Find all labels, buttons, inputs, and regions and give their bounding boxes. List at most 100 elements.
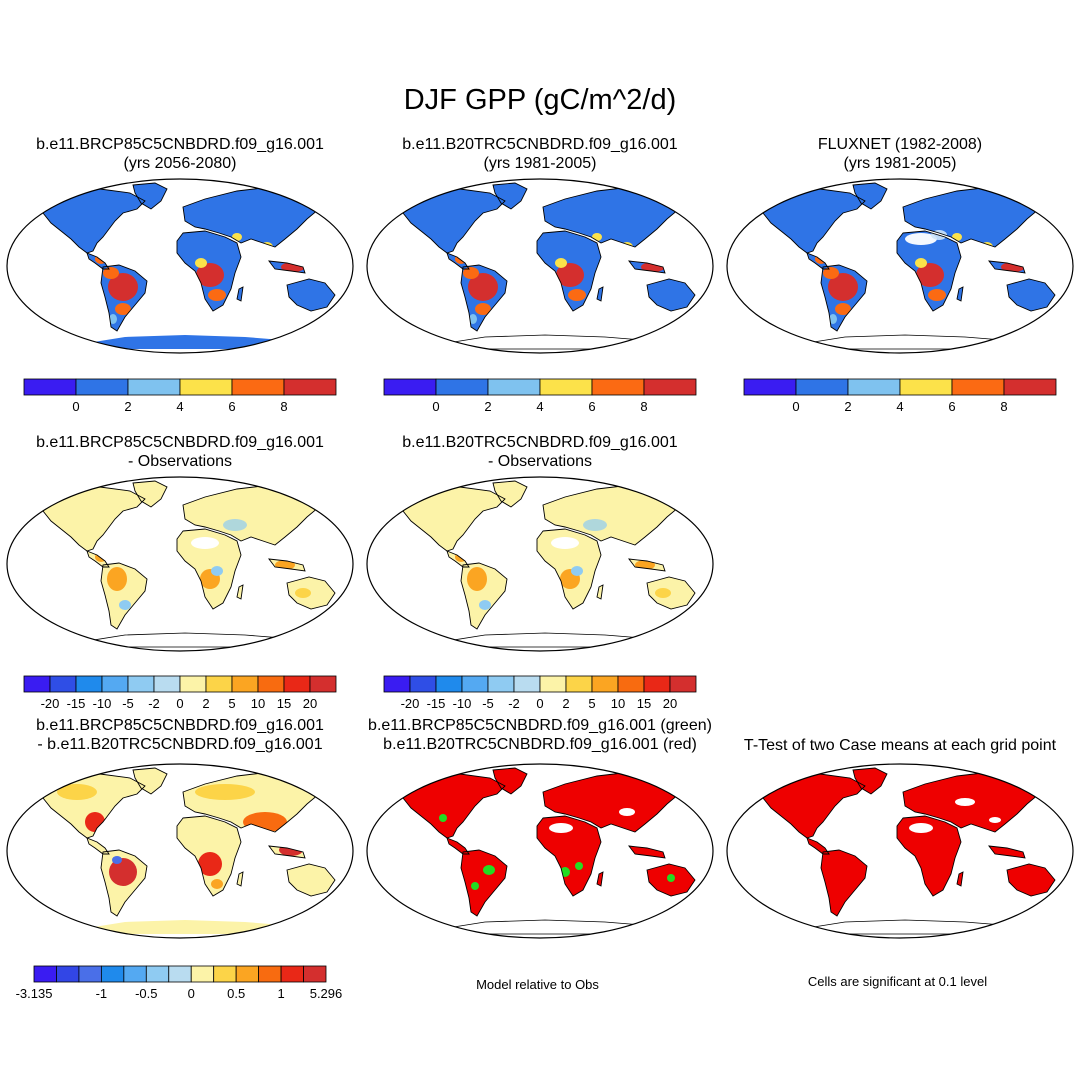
coastline-centralAmerica-p9 (806, 837, 830, 855)
map-projection-p3 (727, 179, 1073, 353)
field-patch-p3-4 (916, 263, 944, 287)
coastline-greenland-p7 (132, 767, 168, 795)
map-panel-4 (6, 476, 354, 652)
field-patch-p3-11 (905, 233, 937, 245)
map-projection-p5 (367, 477, 713, 651)
map-projection-p4 (7, 477, 353, 651)
ocean-p5 (367, 477, 713, 651)
cbar-7-box-5 (145, 965, 170, 983)
cbar-1-box-5 (283, 378, 337, 396)
ocean-p2 (367, 179, 713, 353)
coastline-madagascar-p4 (236, 584, 244, 600)
coastline-northAmerica-p7 (42, 773, 146, 839)
colorbar-panel-4: -20 -15 -10 -5 -2 0 2 5 10 15 20 (23, 675, 337, 711)
cbar-1-box-3 (179, 378, 233, 396)
panel-3-title: FLUXNET (1982-2008) (yrs 1981-2005) (730, 135, 1070, 173)
cbar-5-box-2 (435, 675, 463, 693)
panel-4-title: b.e11.BRCP85C5CNBDRD.f09_g16.001 - Obser… (10, 433, 350, 471)
panel-7-title-line2: - b.e11.B20TRC5CNBDRD.f09_g16.001 (37, 736, 323, 753)
cbar-7-box-1 (56, 965, 80, 983)
panel-1-title: b.e11.BRCP85C5CNBDRD.f09_g16.001 (yrs 20… (10, 135, 350, 173)
cbar-2-box-1 (435, 378, 489, 396)
cbar-3-tick-4: 8 (1000, 399, 1007, 414)
colorbar-panel-1: 0 2 4 6 8 (23, 378, 337, 414)
cbar-7-box-2 (78, 965, 102, 983)
coastline-africa-p3 (896, 230, 962, 312)
map-border-p5 (366, 476, 714, 652)
coastline-centralAmerica-p2 (446, 252, 470, 270)
coastline-northAmerica-p8 (402, 773, 506, 839)
coastline-madagascar-p5 (596, 584, 604, 600)
cbar-7-box-4 (123, 965, 147, 983)
cbar-5-box-3 (461, 675, 489, 693)
coastline-centralAmerica-p5 (446, 550, 470, 568)
cbar-4-box-11 (309, 675, 337, 693)
coastline-northAmerica-p4 (42, 486, 146, 552)
cbar-1-box-0 (23, 378, 77, 396)
ocean-p3 (727, 179, 1073, 353)
cbar-7-box-8 (213, 965, 237, 983)
field-patch-p5-5 (583, 519, 607, 531)
coastline-southAmerica-p7 (100, 849, 148, 917)
cbar-4-tick-4: -2 (148, 696, 160, 711)
panel-8-title: b.e11.BRCP85C5CNBDRD.f09_g16.001 (green)… (364, 716, 716, 754)
cbar-4-tick-9: 15 (277, 696, 291, 711)
field-patch-p1-9 (195, 258, 207, 268)
coastline-indonesia-p2 (628, 260, 666, 274)
cbar-7-box-0 (33, 965, 57, 983)
cbar-5-box-9 (617, 675, 645, 693)
field-patch-p8-7 (667, 874, 675, 882)
cbar-1-tick-2: 4 (176, 399, 183, 414)
panel-3-title-line2: (yrs 1981-2005) (843, 155, 957, 172)
cbar-4-box-7 (205, 675, 233, 693)
field-patch-p2-5 (568, 289, 586, 301)
cbar-3-tick-3: 6 (948, 399, 955, 414)
field-patch-p2-4 (556, 263, 584, 287)
coastline-southAmerica-p5 (460, 562, 508, 630)
field-patch-p3-5 (928, 289, 946, 301)
field-patch-p8-5 (549, 823, 573, 833)
cbar-2-tick-4: 8 (640, 399, 647, 414)
coastline-southAmerica-p9 (820, 849, 868, 917)
coastline-southAmerica-p8 (460, 849, 508, 917)
field-patch-p1-2 (115, 303, 131, 315)
panel-9-title: T-Test of two Case means at each grid po… (722, 736, 1078, 755)
map-border-p4 (6, 476, 354, 652)
cbar-4-tick-7: 5 (228, 696, 235, 711)
map-projection-p1 (7, 179, 353, 353)
field-patch-p2-2 (475, 303, 491, 315)
map-panel-1 (6, 178, 354, 354)
map-projection-p2 (367, 179, 713, 353)
field-patch-p4-3 (211, 566, 223, 576)
cbar-2-tick-2: 4 (536, 399, 543, 414)
cbar-7-box-9 (235, 965, 260, 983)
coastline-northAmerica-p2 (402, 188, 506, 254)
panel-7-title-line1: b.e11.BRCP85C5CNBDRD.f09_g16.001 (36, 717, 324, 734)
panel-8-title-line1: b.e11.BRCP85C5CNBDRD.f09_g16.001 (green) (368, 717, 712, 734)
panel-5-title: b.e11.B20TRC5CNBDRD.f09_g16.001 - Observ… (370, 433, 710, 471)
coastline-africa-p1 (176, 230, 242, 312)
cbar-2-box-4 (591, 378, 645, 396)
coastline-southAmerica-p2 (460, 264, 508, 332)
cbar-5-tick-1: -15 (427, 696, 446, 711)
coastline-madagascar-p7 (236, 871, 244, 887)
coastline-northAmerica-p1 (42, 188, 146, 254)
field-patch-p8-6 (619, 808, 635, 816)
cbar-5-tick-6: 2 (562, 696, 569, 711)
cbar-4-tick-8: 10 (251, 696, 265, 711)
field-patch-p3-3 (829, 314, 837, 324)
field-patch-p9-1 (955, 798, 975, 806)
map-panel-7 (6, 763, 354, 939)
colorbar-panel-2: 0 2 4 6 8 (383, 378, 697, 414)
panel-4-title-line1: b.e11.BRCP85C5CNBDRD.f09_g16.001 (36, 434, 324, 451)
cbar-3-box-1 (795, 378, 849, 396)
cbar-2-box-3 (539, 378, 593, 396)
field-patch-p4-5 (223, 519, 247, 531)
coastline-indonesia-p5 (628, 558, 666, 572)
cbar-4-box-6 (179, 675, 207, 693)
figure-title: DJF GPP (gC/m^2/d) (403, 84, 677, 116)
coastline-greenland-p2 (492, 182, 528, 210)
field-patch-p5-4 (551, 537, 579, 549)
cbar-3-box-2 (847, 378, 901, 396)
coastline-indonesia-p1 (268, 260, 306, 274)
